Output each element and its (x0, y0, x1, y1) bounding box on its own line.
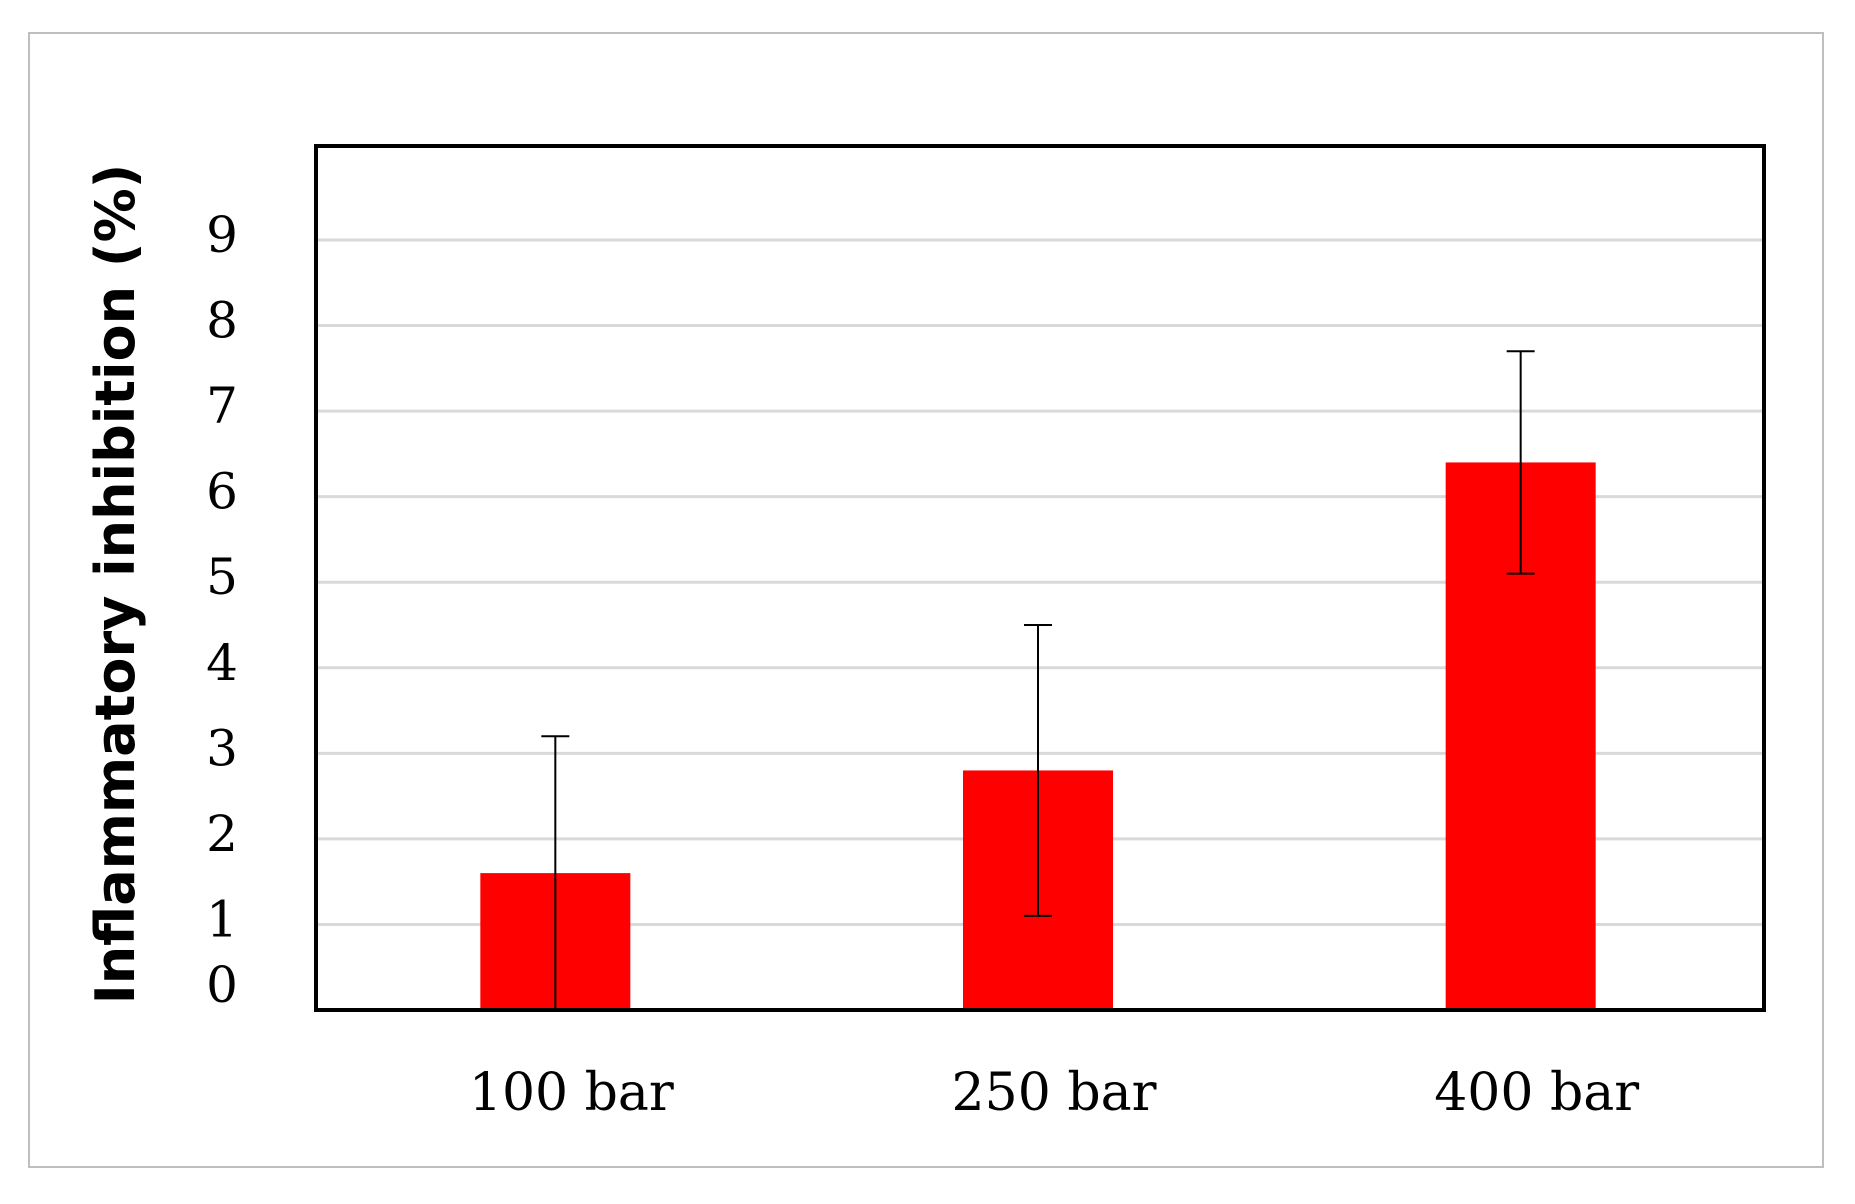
y-tick-label: 9 (206, 206, 238, 264)
plot-area-border (314, 144, 1766, 1012)
error-bars (541, 350, 1535, 1011)
x-tick-label: 400 bar (1434, 1063, 1639, 1123)
y-tick-labels: 0 1 2 3 4 5 6 7 8 9 (206, 206, 238, 1014)
y-tick-label: 6 (206, 463, 238, 521)
x-tick-label: 100 bar (469, 1063, 674, 1123)
y-tick-label: 1 (206, 890, 238, 948)
y-axis-title: Inflammatory inhibition (%) (84, 164, 147, 1005)
y-tick-label: 0 (206, 956, 238, 1014)
error-bar (1506, 350, 1535, 575)
y-tick-label: 4 (206, 634, 238, 692)
y-tick-label: 2 (206, 805, 238, 863)
x-tick-label: 250 bar (952, 1063, 1157, 1123)
y-tick-label: 8 (206, 292, 238, 350)
error-bar (1024, 624, 1052, 917)
y-tick-label: 5 (206, 548, 238, 606)
y-tick-label: 7 (206, 377, 238, 435)
x-tick-labels: 100 bar 250 bar 400 bar (469, 1063, 1639, 1123)
y-tick-label: 3 (206, 719, 238, 777)
